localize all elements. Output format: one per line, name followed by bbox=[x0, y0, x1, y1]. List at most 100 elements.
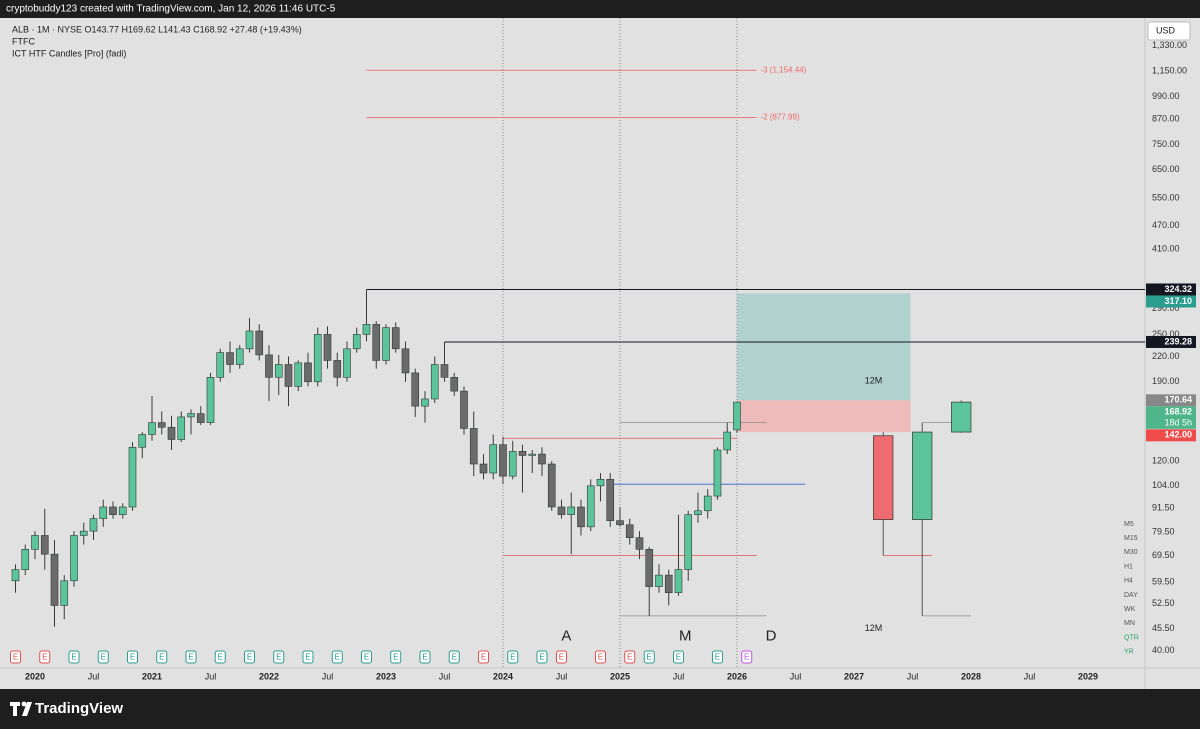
event-label: E bbox=[393, 653, 398, 662]
event-label: E bbox=[305, 653, 310, 662]
event-marker[interactable] bbox=[390, 650, 402, 664]
event-marker[interactable] bbox=[624, 650, 636, 664]
candle-body bbox=[625, 524, 634, 539]
event-label: E bbox=[598, 653, 603, 662]
candle-body bbox=[703, 495, 712, 512]
candle-body bbox=[616, 520, 624, 526]
currency-box[interactable] bbox=[1147, 21, 1191, 41]
y-tick-label: 69.50 bbox=[1152, 550, 1175, 560]
y-tick-label: 1,330.00 bbox=[1152, 40, 1187, 50]
x-tick-label: Jul bbox=[88, 671, 100, 681]
event-marker[interactable] bbox=[672, 650, 684, 664]
event-marker[interactable] bbox=[594, 650, 606, 664]
event-marker[interactable] bbox=[711, 650, 723, 664]
candle-body bbox=[333, 360, 342, 378]
candle-body bbox=[547, 463, 556, 508]
x-tick-label: Jul bbox=[673, 671, 685, 681]
event-label: E bbox=[481, 653, 486, 662]
event-label: E bbox=[276, 653, 281, 662]
price-tag-label: 317.10 bbox=[1164, 296, 1192, 306]
candle-body bbox=[128, 446, 137, 508]
event-marker[interactable] bbox=[126, 650, 138, 664]
event-marker[interactable] bbox=[331, 650, 343, 664]
candle-body bbox=[655, 574, 663, 587]
event-marker[interactable] bbox=[536, 650, 548, 664]
event-marker[interactable] bbox=[214, 650, 226, 664]
candle-body bbox=[89, 518, 98, 532]
candle-body bbox=[11, 569, 20, 582]
event-marker[interactable] bbox=[360, 650, 372, 664]
event-marker[interactable] bbox=[273, 650, 285, 664]
price-tag bbox=[1146, 283, 1196, 296]
candle-body bbox=[177, 416, 186, 440]
currency[interactable]: USD bbox=[1156, 25, 1176, 35]
x-tick-label: 2029 bbox=[1078, 671, 1098, 681]
event-marker[interactable] bbox=[448, 650, 460, 664]
y-tick-label: 990.00 bbox=[1152, 91, 1180, 101]
event-marker[interactable] bbox=[97, 650, 109, 664]
zone-box bbox=[736, 400, 911, 433]
x-tick-label: 2022 bbox=[259, 671, 279, 681]
event-label: E bbox=[71, 653, 76, 662]
event-marker[interactable] bbox=[555, 650, 567, 664]
candle-body bbox=[577, 506, 585, 528]
candle-body bbox=[645, 548, 654, 587]
price-tag bbox=[1146, 394, 1196, 407]
timeframe-label: H4 bbox=[1124, 578, 1133, 585]
event-label: E bbox=[539, 653, 544, 662]
price-tag bbox=[1146, 429, 1196, 442]
event-marker[interactable] bbox=[10, 650, 22, 664]
y-tick-label: 750.00 bbox=[1152, 139, 1180, 149]
event-label: E bbox=[510, 653, 515, 662]
logo bbox=[10, 701, 32, 716]
candle-body bbox=[138, 434, 147, 448]
event-marker[interactable] bbox=[419, 650, 431, 664]
candle-body bbox=[206, 377, 215, 423]
x-tick-label: 2023 bbox=[376, 671, 396, 681]
event-marker[interactable] bbox=[302, 650, 314, 664]
event-marker[interactable] bbox=[156, 650, 168, 664]
level-label: -3 (1,154.44) bbox=[760, 65, 806, 74]
y-tick-label: 470.00 bbox=[1152, 220, 1180, 230]
price-tag-label: 170.64 bbox=[1164, 395, 1192, 405]
candle-body bbox=[421, 398, 429, 407]
event-marker[interactable] bbox=[68, 650, 80, 664]
credit: cryptobuddy123 created with TradingView.… bbox=[6, 4, 336, 15]
y-tick-label: 410.00 bbox=[1152, 243, 1180, 253]
event-label: E bbox=[188, 653, 193, 662]
event-marker[interactable] bbox=[39, 650, 51, 664]
event-marker[interactable] bbox=[185, 650, 197, 664]
candle-body bbox=[684, 514, 693, 570]
event-marker[interactable] bbox=[243, 650, 255, 664]
y-tick-label: 250.00 bbox=[1152, 329, 1180, 339]
candle-body bbox=[596, 479, 605, 487]
event-marker[interactable] bbox=[741, 650, 753, 664]
candle-body bbox=[508, 451, 517, 477]
y-tick-label: 650.00 bbox=[1152, 164, 1180, 174]
event-marker[interactable] bbox=[643, 650, 655, 664]
candle-body bbox=[79, 530, 88, 536]
event-label: E bbox=[335, 653, 340, 662]
candle-body bbox=[304, 362, 312, 383]
x-tick-label: Jul bbox=[322, 671, 334, 681]
event-marker[interactable] bbox=[477, 650, 489, 664]
event-label: E bbox=[452, 653, 457, 662]
x-tick-label: 2026 bbox=[727, 671, 747, 681]
candle-body bbox=[606, 479, 615, 521]
candle-body bbox=[235, 348, 244, 365]
candle-body bbox=[469, 428, 478, 465]
level-label: -2 (877.99) bbox=[760, 113, 799, 122]
y-tick-label: 290.00 bbox=[1152, 303, 1180, 313]
top-bar bbox=[0, 0, 1200, 18]
price-tag bbox=[1146, 335, 1196, 348]
candle-body bbox=[401, 348, 410, 374]
candle-body bbox=[440, 364, 449, 378]
candle-body bbox=[323, 334, 332, 361]
annotation: 12M bbox=[865, 375, 883, 385]
event-label: E bbox=[364, 653, 369, 662]
event-marker[interactable] bbox=[507, 650, 519, 664]
candle-body bbox=[430, 364, 439, 400]
price-tag bbox=[1146, 406, 1196, 419]
candle-body bbox=[284, 364, 293, 387]
